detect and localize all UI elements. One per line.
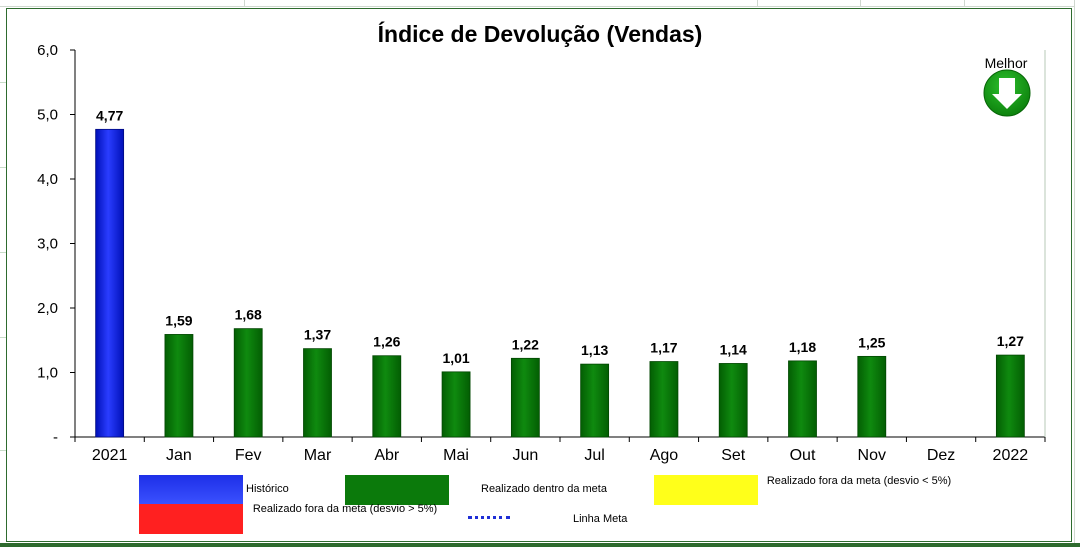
down-arrow-icon xyxy=(983,69,1031,117)
x-tick-label: Jan xyxy=(166,447,192,464)
data-label: 1,37 xyxy=(304,327,331,343)
bar-2021 xyxy=(95,128,125,438)
legend-label-linha-meta: Linha Meta xyxy=(573,513,628,525)
data-label: 1,13 xyxy=(581,342,608,358)
y-tick-label: - xyxy=(53,429,58,446)
sheet-row-line xyxy=(0,167,6,168)
bar-mai xyxy=(441,371,471,438)
legend-swatch-fora-meta-maior xyxy=(139,504,243,534)
data-label: 1,14 xyxy=(720,341,747,357)
y-tick-label: 2,0 xyxy=(37,300,58,317)
best-direction-indicator: Melhor xyxy=(983,55,1031,117)
data-label: 1,18 xyxy=(789,339,816,355)
sheet-row-line xyxy=(0,252,6,253)
legend-label-historico: Histórico xyxy=(246,483,289,495)
data-label: 1,68 xyxy=(235,307,262,323)
x-tick-label: Jun xyxy=(512,447,538,464)
data-label: 1,17 xyxy=(650,340,677,356)
sheet-bottom-border xyxy=(0,543,1080,547)
bar-fev xyxy=(233,328,263,438)
bar-abr xyxy=(372,355,402,438)
data-label: 1,26 xyxy=(373,334,400,350)
sheet-column-divider xyxy=(757,0,758,6)
y-tick-label: 3,0 xyxy=(37,236,58,253)
data-label: 4,77 xyxy=(96,107,123,123)
x-tick-label: 2022 xyxy=(993,447,1029,464)
x-tick-label: Dez xyxy=(927,447,955,464)
x-tick-label: Mai xyxy=(443,447,469,464)
sheet-row-line xyxy=(0,337,6,338)
bar-ago xyxy=(649,361,679,438)
y-tick-label: 6,0 xyxy=(37,42,58,59)
sheet-column-divider xyxy=(964,0,965,6)
bar-nov xyxy=(857,355,887,438)
bar-jul xyxy=(580,363,610,438)
x-tick-label: Fev xyxy=(235,447,262,464)
bar-2022 xyxy=(995,354,1025,438)
x-tick-label: Set xyxy=(721,447,746,464)
sheet-right-edge xyxy=(1074,0,1080,547)
best-direction-label: Melhor xyxy=(985,55,1028,71)
sheet-column-divider xyxy=(244,0,245,6)
sheet-column-divider xyxy=(860,0,861,6)
chart-frame[interactable] xyxy=(6,8,1072,542)
data-label: 1,25 xyxy=(858,334,885,350)
legend-swatch-fora-meta-menor xyxy=(654,475,758,505)
bar-set xyxy=(718,363,748,438)
x-tick-label: Out xyxy=(790,447,816,464)
x-tick-label: Nov xyxy=(858,447,886,464)
x-tick-label: Jul xyxy=(584,447,604,464)
x-tick-label: 2021 xyxy=(92,447,128,464)
bars: 4,77 1,59 1,68 1,37 1,26 1,01 1,22 1,13 1,17 1,14… xyxy=(95,107,1025,438)
legend-swatch-historico xyxy=(139,475,243,505)
sheet-row-line xyxy=(0,450,6,451)
y-axis-ticks: - 1,0 2,0 3,0 4,0 5,0 6,0 xyxy=(37,42,75,446)
data-label: 1,27 xyxy=(997,333,1024,349)
x-axis-ticks: 2021 Jan Fev Mar Abr Mai Jun Jul Ago Set Out Nov Dez… xyxy=(74,437,1046,464)
bar-jan xyxy=(164,334,194,438)
legend-swatch-dentro-meta xyxy=(345,475,449,505)
sheet-row-line xyxy=(0,82,6,83)
chart-title: Índice de Devolução (Vendas) xyxy=(378,20,703,47)
bar-mar xyxy=(303,348,332,438)
y-tick-label: 5,0 xyxy=(37,107,58,124)
legend-label-fora-meta-menor: Realizado fora da meta (desvio < 5%) xyxy=(766,475,952,487)
bar-jun xyxy=(510,357,540,438)
data-label: 1,01 xyxy=(442,350,469,366)
legend-line-meta xyxy=(468,516,510,519)
x-tick-label: Abr xyxy=(374,447,400,464)
data-label: 1,22 xyxy=(512,336,539,352)
x-tick-label: Mar xyxy=(304,447,332,464)
y-tick-label: 4,0 xyxy=(37,171,58,188)
data-label: 1,59 xyxy=(165,312,192,328)
y-tick-label: 1,0 xyxy=(37,365,58,382)
x-tick-label: Ago xyxy=(650,447,679,464)
legend-label-fora-meta-maior: Realizado fora da meta (desvio > 5%) xyxy=(252,503,438,515)
axes xyxy=(74,50,1046,438)
legend-label-dentro-meta: Realizado dentro da meta xyxy=(481,483,607,495)
spreadsheet-header-strip xyxy=(0,0,1080,7)
bar-out xyxy=(788,360,817,438)
